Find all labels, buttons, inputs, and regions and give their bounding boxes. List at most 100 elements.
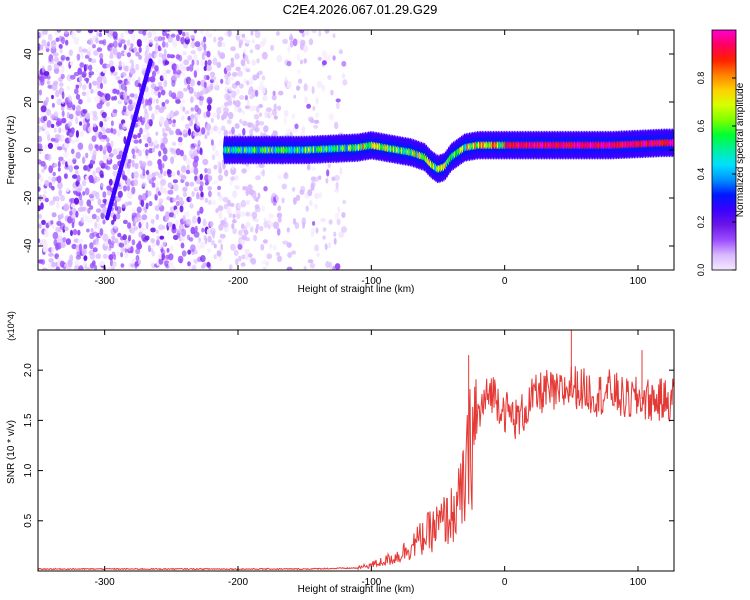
heatmap-noise-cell: [229, 179, 233, 186]
heatmap-noise-cell: [216, 113, 220, 120]
heatmap-noise-cell: [38, 116, 41, 125]
heatmap-noise-cell: [172, 223, 176, 230]
heatmap-noise-cell: [192, 264, 197, 270]
heatmap-noise-cell: [122, 234, 127, 241]
heatmap-noise-cell: [75, 130, 79, 138]
heatmap-noise-cell: [333, 237, 337, 245]
heatmap-noise-cell: [151, 30, 157, 36]
heatmap-noise-cell: [198, 237, 202, 243]
heatmap-noise-cell: [234, 100, 241, 108]
heatmap-noise-cell: [126, 161, 131, 169]
heatmap-noise-cell: [47, 64, 52, 72]
heatmap-noise-cell: [207, 33, 213, 39]
heatmap-noise-cell: [127, 159, 132, 164]
heatmap-noise-cell: [191, 40, 196, 49]
heatmap-noise-cell: [189, 196, 193, 203]
heatmap-noise-cell: [254, 44, 261, 50]
heatmap-noise-cell: [216, 106, 222, 115]
heatmap-noise-cell: [53, 67, 60, 74]
heatmap-noise-cell: [51, 94, 54, 100]
heatmap-noise-cell: [120, 252, 124, 258]
heatmap-noise-cell: [207, 104, 212, 112]
heatmap-noise-cell: [48, 252, 54, 257]
heatmap-noise-cell: [208, 190, 212, 198]
heatmap-noise-cell: [158, 36, 163, 42]
heatmap-noise-cell: [82, 84, 87, 91]
heatmap-noise-cell: [74, 88, 79, 95]
x-tick-label: -100: [361, 577, 381, 588]
heatmap-noise-cell: [199, 173, 203, 181]
heatmap-noise-cell: [130, 263, 135, 268]
heatmap-noise-cell: [275, 251, 281, 257]
heatmap-noise-cell: [286, 266, 293, 270]
heatmap-noise-cell: [251, 39, 255, 44]
heatmap-noise-cell: [79, 198, 84, 207]
heatmap-noise-cell: [263, 186, 268, 192]
heatmap-noise-cell: [79, 121, 83, 126]
heatmap-noise-cell: [245, 199, 251, 206]
heatmap-noise-cell: [276, 26, 280, 30]
heatmap-noise-cell: [160, 142, 166, 151]
heatmap-noise-cell: [263, 217, 267, 222]
heatmap-noise-cell: [60, 73, 65, 80]
heatmap-noise-cell: [165, 99, 170, 104]
heatmap-noise-cell: [196, 192, 200, 200]
heatmap-noise-cell: [182, 186, 188, 192]
heatmap-noise-cell: [236, 88, 240, 95]
heatmap-noise-cell: [329, 261, 333, 269]
heatmap-noise-cell: [98, 30, 103, 33]
heatmap-noise-cell: [291, 186, 296, 192]
heatmap-noise-cell: [102, 198, 108, 204]
heatmap-noise-cell: [234, 185, 240, 190]
heatmap-noise-cell: [138, 46, 142, 53]
heatmap-noise-cell: [314, 203, 318, 209]
heatmap-noise-cell: [232, 190, 238, 199]
heatmap-noise-cell: [90, 228, 94, 233]
heatmap-noise-cell: [174, 110, 180, 116]
heatmap-noise-cell: [186, 164, 190, 170]
x-tick-label: 0: [502, 276, 508, 287]
heatmap-noise-cell: [145, 45, 150, 53]
heatmap-noise-cell: [147, 160, 153, 167]
heatmap-noise-cell: [88, 64, 93, 72]
heatmap-noise-cell: [150, 219, 155, 224]
chart-title: C2E4.2026.067.01.29.G29: [283, 2, 438, 17]
heatmap-noise-cell: [188, 64, 194, 72]
heatmap-noise-cell: [316, 80, 323, 89]
heatmap-noise-cell: [139, 227, 146, 232]
heatmap-noise-cell: [102, 206, 107, 214]
colorbar-tick-label: 0.0: [696, 264, 706, 277]
heatmap-noise-cell: [128, 262, 132, 268]
heatmap-noise-cell: [206, 130, 210, 136]
heatmap-noise-cell: [92, 80, 98, 86]
heatmap-noise-cell: [230, 76, 235, 81]
heatmap-noise-cell: [121, 203, 126, 209]
heatmap-noise-cell: [204, 168, 208, 174]
heatmap-noise-cell: [40, 148, 46, 154]
heatmap-noise-cell: [242, 186, 248, 191]
heatmap-noise-cell: [306, 164, 311, 171]
heatmap-noise-cell: [97, 223, 101, 231]
heatmap-noise-cell: [334, 263, 341, 270]
heatmap-noise-cell: [68, 49, 74, 56]
heatmap-noise-cell: [342, 199, 347, 205]
heatmap-noise-cell: [103, 121, 108, 130]
heatmap-noise-cell: [313, 119, 320, 124]
heatmap-noise-cell: [136, 39, 142, 46]
heatmap-noise-cell: [40, 105, 47, 113]
heatmap-noise-cell: [190, 244, 196, 253]
heatmap-noise-cell: [116, 130, 123, 135]
heatmap-noise-cell: [102, 39, 107, 46]
heatmap-noise-cell: [247, 184, 253, 191]
heatmap-noise-cell: [300, 185, 306, 193]
heatmap-noise-cell: [112, 170, 118, 177]
heatmap-noise-cell: [230, 90, 237, 98]
heatmap-noise-cell: [83, 255, 88, 261]
heatmap-noise-cell: [254, 218, 259, 223]
heatmap-noise-cell: [112, 109, 118, 114]
heatmap-noise-cell: [89, 149, 94, 155]
heatmap-noise-cell: [123, 185, 127, 192]
heatmap-noise-cell: [204, 134, 208, 139]
heatmap-noise-cell: [162, 154, 168, 162]
